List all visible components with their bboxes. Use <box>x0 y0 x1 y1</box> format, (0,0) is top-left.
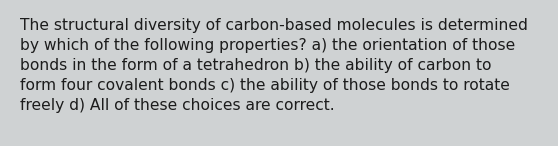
Text: The structural diversity of carbon-based molecules is determined
by which of the: The structural diversity of carbon-based… <box>20 18 528 113</box>
